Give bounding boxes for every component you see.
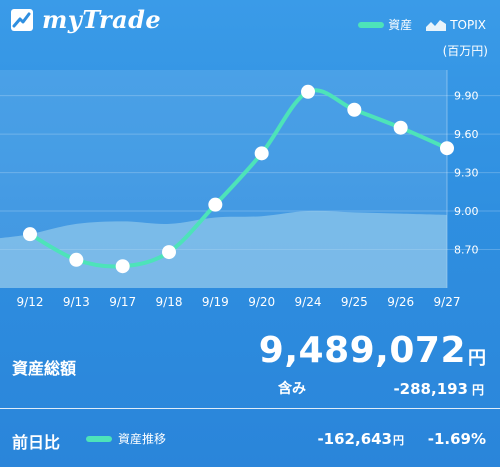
x-tick-label: 9/20 xyxy=(248,295,275,309)
section-divider xyxy=(0,408,500,409)
series-legend-swatch xyxy=(358,21,385,28)
y-tick-label: 8.70 xyxy=(454,244,479,257)
y-tick-label: 9.30 xyxy=(454,167,479,180)
x-tick-label: 9/18 xyxy=(156,295,183,309)
daily-change-unit: 円 xyxy=(393,434,404,447)
daily-series-swatch xyxy=(86,436,112,442)
asset-data-point xyxy=(23,227,37,242)
app-logo[interactable]: myTrade xyxy=(10,5,161,34)
benchmark-area-icon xyxy=(426,19,447,31)
daily-change-label: 前日比 xyxy=(12,433,61,452)
unrealized-unit: 円 xyxy=(471,383,484,397)
asset-data-point xyxy=(393,120,408,135)
logo-icon xyxy=(11,8,33,31)
y-tick-label: 9.00 xyxy=(454,205,479,218)
asset-data-point xyxy=(162,245,176,260)
asset-data-point xyxy=(301,84,315,99)
unrealized-value: -288,193 xyxy=(393,380,468,398)
app-header: myTrade 資産 TOPIX (百万円) xyxy=(0,0,500,58)
asset-data-point xyxy=(208,197,223,212)
total-assets-unit: 円 xyxy=(468,348,486,369)
x-tick-label: 9/12 xyxy=(17,295,44,309)
chart-unit-label: (百万円) xyxy=(442,44,488,58)
daily-change-row: 前日比 資産推移 -162,643 円 -1.69% xyxy=(0,410,500,467)
daily-change-percent: -1.69% xyxy=(427,430,486,448)
total-assets-row: 資産総額 9,489,072 円 含み -288,193 円 xyxy=(0,330,500,402)
x-tick-label: 9/26 xyxy=(387,295,414,309)
x-tick-label: 9/25 xyxy=(341,295,368,309)
daily-series-label: 資産推移 xyxy=(118,432,167,446)
daily-change-value: -162,643 xyxy=(317,430,392,448)
asset-series-line xyxy=(28,88,449,269)
asset-data-point xyxy=(347,102,362,117)
x-tick-label: 9/13 xyxy=(63,295,90,309)
x-tick-label: 9/17 xyxy=(109,295,136,309)
benchmark-legend-label: TOPIX xyxy=(450,17,486,32)
benchmark-area xyxy=(0,210,447,288)
y-tick-label: 9.60 xyxy=(454,128,479,141)
unrealized-label: 含み xyxy=(278,381,306,397)
total-assets-value: 9,489,072 xyxy=(258,330,466,371)
x-tick-label: 9/19 xyxy=(202,295,229,309)
x-tick-label: 9/27 xyxy=(434,295,461,309)
y-tick-label: 9.90 xyxy=(454,90,479,103)
asset-data-point xyxy=(254,146,269,161)
asset-data-point xyxy=(440,141,454,156)
asset-data-point xyxy=(69,252,84,267)
series-legend-label: 資産 xyxy=(388,18,413,32)
asset-chart[interactable]: 8.70 9.00 9.30 9.60 9.90 9/12 9/13 9/17 9/18 9/19… xyxy=(0,0,500,320)
total-assets-label: 資産総額 xyxy=(12,359,77,378)
chart-canvas[interactable]: 8.70 9.00 9.30 9.60 9.90 9/12 9/13 9/17 9/18 9/19… xyxy=(0,0,500,320)
x-tick-label: 9/24 xyxy=(295,295,322,309)
chart-legend: 資産 TOPIX xyxy=(358,16,486,33)
asset-data-point xyxy=(115,259,130,274)
app-title: myTrade xyxy=(42,5,162,34)
